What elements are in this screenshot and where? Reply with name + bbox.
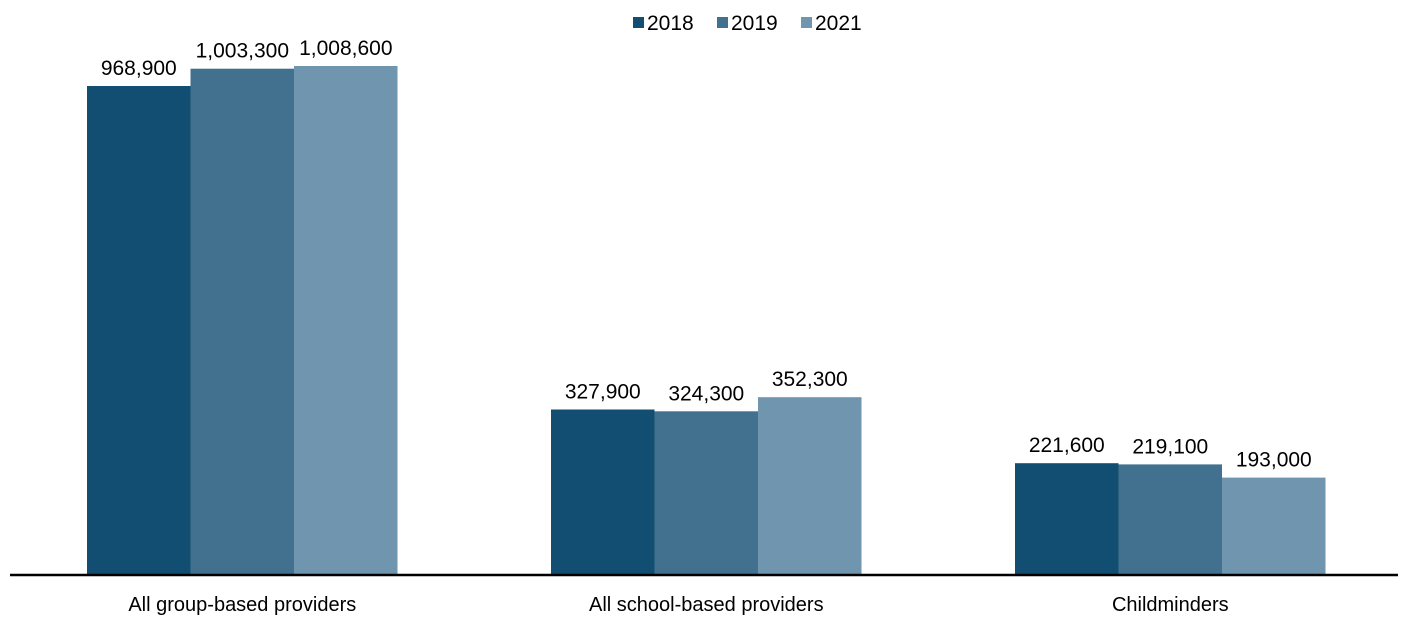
legend-label-2018: 2018 <box>647 12 694 35</box>
category-labels: All group-based providers All school-base… <box>128 594 1228 616</box>
data-label-2018-3: 221,600 <box>1029 434 1105 457</box>
legend-swatch-2021 <box>801 17 812 28</box>
bar-2019-1 <box>190 68 294 575</box>
data-label-2021-1: 1,008,600 <box>299 37 392 60</box>
data-label-2021-3: 193,000 <box>1236 449 1312 472</box>
data-label-2018-1: 968,900 <box>101 57 177 80</box>
bar-2018-3 <box>1015 463 1119 575</box>
bar-2021-3 <box>1222 477 1326 575</box>
legend-item-2019: 2019 <box>717 12 778 35</box>
legend-swatch-2019 <box>717 17 728 28</box>
legend-item-2018: 2018 <box>633 12 694 35</box>
category-label-1: All group-based providers <box>128 594 356 616</box>
value-labels: 968,900 327,900 221,600 1,003,300 324,300 219… <box>101 37 1312 472</box>
legend-swatch-2018 <box>633 17 644 28</box>
bar-2018-2 <box>551 409 655 575</box>
bar-2018-1 <box>87 86 191 575</box>
category-label-3: Childminders <box>1112 594 1229 616</box>
data-label-2018-2: 327,900 <box>565 381 641 404</box>
data-label-2019-2: 324,300 <box>668 382 744 405</box>
bar-2021-1 <box>294 66 398 575</box>
bar-2021-2 <box>758 397 862 575</box>
data-label-2021-2: 352,300 <box>772 368 848 391</box>
legend-item-2021: 2021 <box>801 12 862 35</box>
bars <box>87 66 1326 575</box>
category-label-2: All school-based providers <box>589 594 824 616</box>
data-label-2019-1: 1,003,300 <box>196 40 289 63</box>
bar-2019-2 <box>654 411 758 575</box>
legend: 2018 2019 2021 <box>633 12 862 35</box>
data-label-2019-3: 219,100 <box>1132 435 1208 458</box>
bar-2019-3 <box>1118 464 1222 575</box>
legend-label-2021: 2021 <box>815 12 862 35</box>
legend-label-2019: 2019 <box>731 12 778 35</box>
